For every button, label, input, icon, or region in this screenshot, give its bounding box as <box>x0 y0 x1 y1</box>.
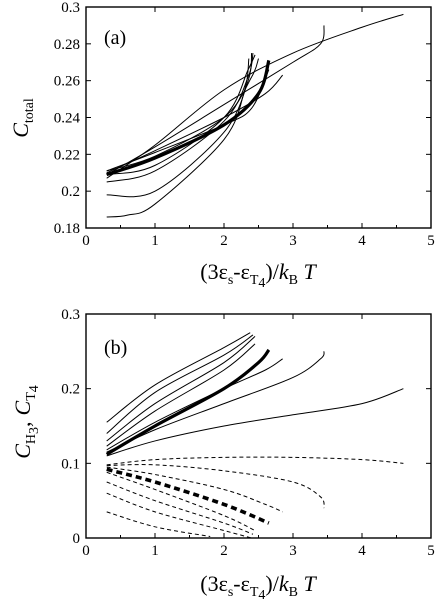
y-tick-label: 0.18 <box>54 221 80 237</box>
series-line-12 <box>106 467 270 525</box>
panel-a-x-axis-label: (3εs-εT4)/kB T <box>200 259 317 291</box>
y-tick-label: 0 <box>73 531 81 547</box>
series-line-3 <box>106 74 284 174</box>
y-tick-label: 0.2 <box>61 184 80 200</box>
y-tick-label: 0.2 <box>61 382 80 398</box>
series-line-13 <box>106 471 256 531</box>
panel-a-y-axis-label: Ctotal <box>8 98 37 138</box>
series-line-7 <box>106 334 254 434</box>
x-tick-label: 5 <box>427 233 435 249</box>
series-line-6 <box>106 336 256 442</box>
x-tick-label: 3 <box>289 233 297 249</box>
series-line-11 <box>106 466 283 513</box>
x-tick-label: 3 <box>289 543 297 559</box>
y-tick-label: 0.28 <box>54 37 80 53</box>
series-line-9 <box>106 52 253 198</box>
y-tick-label: 0.1 <box>61 456 80 472</box>
series-line-5 <box>106 343 256 447</box>
panel-b: 0 1 2 3 4 5 0 0.1 0.2 0.3 (b) (3εs-εT4)/kB T CH3,… <box>10 307 435 603</box>
panel-b-y-axis-label: CH3,CT4 <box>10 385 42 459</box>
x-tick-label: 1 <box>151 233 159 249</box>
panel-b-ticks: 0 1 2 3 4 5 0 0.1 0.2 0.3 <box>61 307 435 559</box>
series-line-9 <box>106 456 404 466</box>
panel-a-frame <box>85 6 432 229</box>
x-tick-label: 0 <box>82 233 90 249</box>
y-tick-label: 0.24 <box>54 111 81 127</box>
x-tick-label: 5 <box>427 543 435 559</box>
panel-a-series <box>106 13 404 218</box>
series-line-16 <box>106 511 211 537</box>
series-line-2 <box>106 25 325 176</box>
panel-b-label: (b) <box>104 337 127 359</box>
panel-b-x-axis-label: (3εs-εT4)/kB T <box>200 571 317 603</box>
panel-a-ticks: 0 1 2 3 4 5 0.18 0.2 0.22 0.24 0.26 0.28 0.3 <box>54 0 435 249</box>
series-line-14 <box>106 481 254 535</box>
y-tick-label: 0.26 <box>54 74 81 90</box>
x-tick-label: 2 <box>220 233 228 249</box>
x-tick-label: 0 <box>82 543 90 559</box>
series-line-10 <box>106 464 325 509</box>
series-line-5 <box>106 59 271 177</box>
x-tick-label: 1 <box>151 543 159 559</box>
series-line-15 <box>106 492 252 539</box>
y-tick-label: 0.22 <box>54 147 80 163</box>
series-line-8 <box>106 332 251 423</box>
x-tick-label: 2 <box>220 543 228 559</box>
series-line-2 <box>106 351 325 453</box>
series-line-1 <box>106 388 404 457</box>
y-tick-label: 0.3 <box>61 0 80 16</box>
y-tick-label: 0.3 <box>61 307 80 323</box>
x-tick-label: 4 <box>358 233 366 249</box>
panel-b-frame <box>85 313 432 539</box>
panel-a-label: (a) <box>104 27 126 49</box>
series-line-4 <box>105 348 271 456</box>
series-line-7 <box>106 54 256 176</box>
x-tick-label: 4 <box>358 543 366 559</box>
series-line-10 <box>106 58 250 218</box>
series-line-4 <box>106 69 270 172</box>
panel-a: 0 1 2 3 4 5 0.18 0.2 0.22 0.24 0.26 0.28 0.3 (a) (3ε… <box>8 0 435 291</box>
panel-b-series <box>105 332 404 539</box>
